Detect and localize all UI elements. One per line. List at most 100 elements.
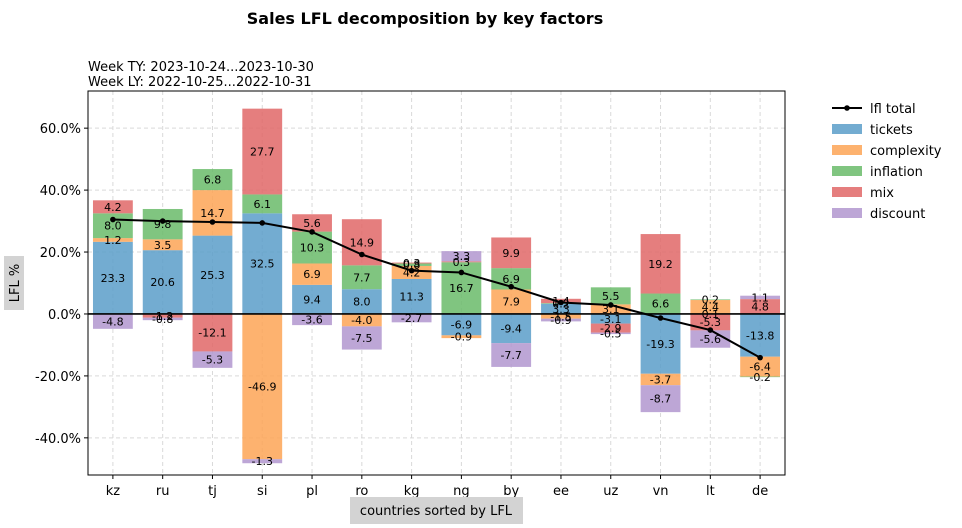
bar-label-ro-mix: 14.9	[350, 236, 375, 249]
bar-label-ng-complexity: -0.9	[451, 331, 472, 344]
bar-label-vn-mix: 19.2	[648, 258, 673, 271]
bar-kz-tickets	[92, 241, 133, 314]
x-tick-label-vn: vn	[653, 484, 669, 499]
bar-label-kz-complexity: 1.2	[104, 234, 122, 247]
lfl-total-point-kz	[110, 216, 116, 223]
bar-label-tj-inflation: 6.8	[204, 174, 222, 187]
bar-ru-mix	[142, 313, 183, 318]
bar-lt-complexity	[690, 300, 731, 314]
x-axis: kz ru tj si pl ro kg ng by ee uz vn lt de	[106, 475, 768, 499]
bar-label-kz-discount: -4.8	[102, 315, 123, 328]
bar-label-de-discount: 1.1	[751, 291, 769, 304]
bar-label-ro-inflation: 7.7	[353, 271, 371, 284]
bar-label-lt-inflation: 0.2	[702, 294, 720, 307]
bar-label-uz-inflation: 5.5	[602, 290, 620, 303]
y-tick-label-0: -40.0%	[35, 432, 81, 447]
bar-label-kg-mix: 0.3	[403, 257, 421, 270]
x-axis-label-box	[350, 497, 523, 524]
bar-ee-tickets	[541, 303, 581, 314]
y-tick-label-2: 0.0%	[48, 308, 81, 323]
bar-label-by-mix: 9.9	[502, 247, 520, 260]
bar-stacks	[92, 108, 781, 464]
lfl-total-point-ng	[458, 269, 465, 276]
legend-item-tickets: tickets	[832, 123, 913, 138]
lfl-total-point-ee	[558, 299, 564, 306]
bar-uz-mix	[590, 323, 631, 333]
bar-value-labels: 23.31.28.04.2-4.820.63.59.8-1.2-0.825.31…	[101, 146, 775, 469]
bar-tj-tickets	[192, 235, 233, 314]
bar-lt-inflation	[690, 299, 731, 301]
chart-title: Sales LFL decomposition by key factors	[247, 9, 603, 28]
lfl-total-point-de	[757, 354, 763, 361]
chart-subtitle-line-1: Week TY: 2023-10-24...2023-10-30	[88, 60, 314, 75]
x-tick-label-de: de	[752, 484, 768, 499]
bar-si-inflation	[242, 194, 283, 214]
legend-item-mix: mix	[832, 186, 894, 201]
bar-label-uz-tickets: -3.1	[600, 313, 621, 326]
bar-vn-tickets	[640, 313, 681, 374]
bar-ru-complexity	[142, 239, 183, 251]
y-axis-label-box	[4, 256, 24, 310]
bar-label-vn-complexity: -3.7	[650, 373, 671, 386]
bar-label-ng-tickets: -6.9	[451, 319, 472, 332]
y-axis-label-text: LFL %	[8, 264, 23, 302]
bar-label-de-mix: 4.8	[751, 301, 769, 314]
legend-marker-lfl-total	[844, 105, 850, 111]
bar-label-pl-mix: 5.6	[303, 217, 321, 230]
bar-vn-discount	[640, 385, 681, 413]
bar-ng-discount	[441, 251, 482, 262]
bar-label-kz-tickets: 23.3	[101, 272, 126, 285]
bar-tj-inflation	[192, 169, 233, 191]
bar-label-ee-discount: -0.9	[550, 314, 571, 327]
x-axis-label-text: countries sorted by LFL	[360, 504, 513, 519]
bar-si-tickets	[242, 213, 283, 314]
bar-label-pl-discount: -3.6	[301, 314, 322, 327]
y-tick-label-1: -20.0%	[35, 370, 81, 385]
bar-label-vn-discount: -8.7	[650, 393, 671, 406]
y-tick-label-3: 20.0%	[40, 246, 81, 261]
bar-label-tj-mix: -12.1	[198, 327, 226, 340]
bar-label-ro-complexity: -4.0	[351, 314, 372, 327]
bar-label-de-tickets: -13.8	[746, 329, 774, 342]
bar-vn-inflation	[640, 293, 681, 314]
lfl-total-point-by	[508, 283, 514, 290]
bar-label-si-complexity: -46.9	[248, 381, 276, 394]
bar-kg-tickets	[391, 278, 432, 314]
x-tick-label-by: by	[503, 484, 519, 499]
bar-label-by-tickets: -9.4	[500, 323, 521, 336]
y-axis: -40.0% -20.0% 0.0% 20.0% 40.0% 60.0%	[35, 122, 88, 447]
bar-label-uz-mix: -2.9	[600, 322, 621, 335]
bar-ee-discount	[541, 318, 581, 322]
bar-si-discount	[242, 459, 283, 464]
x-tick-label-lt: lt	[706, 484, 715, 499]
bar-ng-complexity	[441, 335, 482, 339]
bar-kz-complexity	[92, 238, 133, 242]
bar-ro-complexity	[341, 313, 382, 327]
lfl-total-point-ro	[359, 251, 365, 258]
x-tick-label-uz: uz	[603, 484, 618, 499]
bar-label-lt-mix: -5.3	[700, 316, 721, 329]
bar-ng-tickets	[441, 313, 482, 336]
x-tick-label-ro: ro	[355, 484, 368, 499]
lfl-total-polyline	[112, 218, 761, 359]
lfl-total-point-lt	[707, 327, 714, 333]
bar-label-uz-discount: -0.5	[600, 327, 621, 340]
bar-de-inflation	[740, 376, 781, 378]
bar-kg-mix	[391, 262, 432, 264]
legend-label-lfl-total: lfl total	[870, 102, 916, 117]
legend-item-discount: discount	[832, 207, 925, 222]
bar-label-ru-mix: -1.2	[152, 310, 173, 323]
chart-subtitle-line-2: Week LY: 2022-10-25...2022-10-31	[88, 75, 312, 90]
bar-label-de-inflation: -0.2	[749, 371, 770, 384]
lfl-total-point-tj	[209, 219, 216, 225]
legend: lfl total tickets complexity inflation mix di…	[832, 102, 942, 222]
bar-vn-mix	[640, 234, 681, 294]
bar-pl-discount	[292, 313, 332, 326]
bar-kz-discount	[92, 313, 133, 329]
bar-label-ro-tickets: 8.0	[353, 296, 371, 309]
x-tick-label-pl: pl	[306, 484, 318, 499]
bar-ru-discount	[142, 317, 183, 321]
bar-label-si-inflation: 6.1	[254, 198, 272, 211]
legend-swatch-complexity	[832, 145, 862, 155]
